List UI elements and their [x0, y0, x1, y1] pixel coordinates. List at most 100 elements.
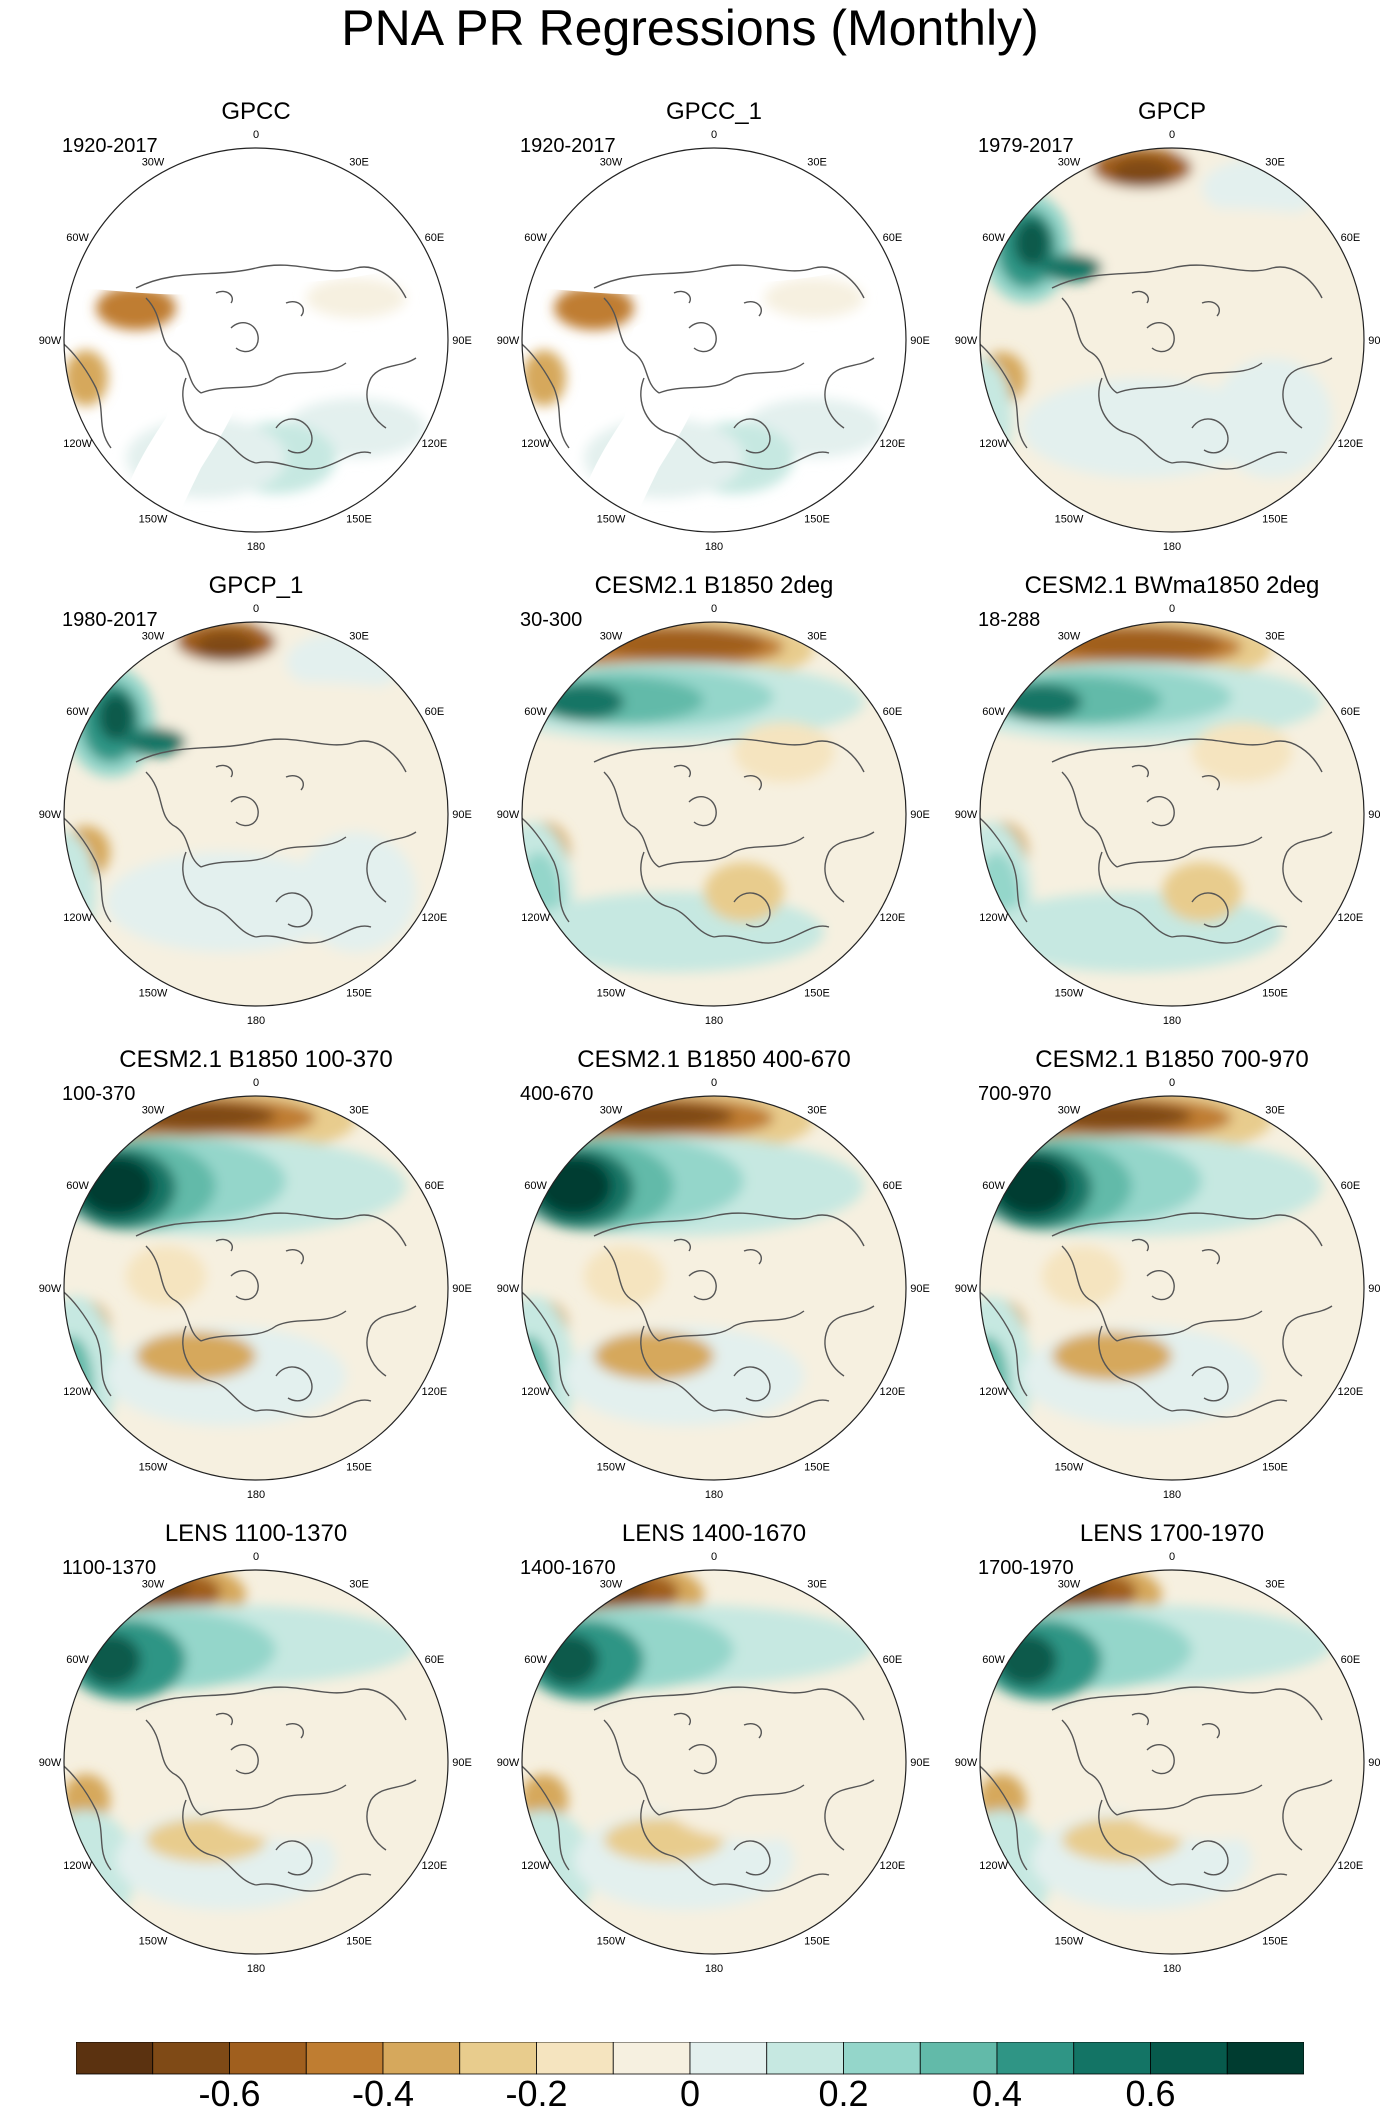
coastline [688, 1270, 717, 1301]
panel-title: CESM2.1 B1850 700-970 [1035, 1046, 1309, 1073]
coastline [658, 362, 805, 394]
longitude-label: 150W [597, 1935, 626, 1947]
longitude-label: 30E [349, 1579, 369, 1591]
coastline [182, 1325, 257, 1412]
coastline [182, 851, 257, 938]
polar-map: 180 150E 120E 90E 60E 30E 0 30W 60W 90W 120W 150W [39, 129, 472, 553]
coastline [733, 892, 771, 928]
longitude-label: 60E [1341, 1180, 1361, 1192]
longitude-label: 150W [1055, 987, 1084, 999]
longitude-label: 90W [955, 809, 978, 821]
longitude-label: 0 [1169, 603, 1175, 615]
map-panel: CESM2.1 B1850 400-670 180 150E 120E 90E 60E 30… [484, 1046, 944, 1516]
longitude-label: 150E [346, 1461, 372, 1473]
coastline [593, 264, 865, 299]
coastline [215, 1712, 233, 1726]
longitude-label: 0 [711, 129, 717, 141]
longitude-label: 60E [883, 232, 903, 244]
regression-contour [764, 278, 864, 318]
regression-contour [1002, 684, 1082, 720]
regression-contour [994, 1156, 1070, 1216]
coastline [366, 1305, 417, 1377]
coastline [1116, 362, 1263, 394]
coastline [733, 1366, 771, 1402]
coastline [980, 337, 1028, 449]
colorbar-swatch [229, 2042, 307, 2075]
longitude-label: 90W [39, 1283, 62, 1295]
coastline [593, 738, 865, 773]
panel-period: 400-670 [520, 1083, 594, 1105]
longitude-label: 150W [1055, 1935, 1084, 1947]
regression-contour [997, 1634, 1057, 1686]
longitude-label: 120E [880, 1386, 906, 1398]
longitude-label: 90E [1368, 1283, 1380, 1295]
longitude-label: 120W [521, 438, 550, 450]
map-panel: CESM2.1 BWma1850 2deg 180 150E 120E 90E 60E 30… [942, 572, 1380, 1042]
longitude-label: 180 [1163, 1015, 1181, 1027]
coastline [215, 764, 233, 778]
coastline [980, 1759, 1028, 1871]
panel-title: CESM2.1 B1850 2deg [594, 572, 834, 599]
coastline [1146, 1270, 1175, 1301]
coastline [658, 1784, 805, 1816]
regression-contour [1042, 1246, 1122, 1306]
longitude-label: 60W [66, 1654, 89, 1666]
coastline [1191, 418, 1229, 454]
longitude-label: 90W [497, 335, 520, 347]
coastline [713, 451, 830, 470]
map-boundary [979, 147, 1365, 533]
regression-contour [522, 350, 566, 406]
longitude-label: 60W [982, 706, 1005, 718]
coastline [64, 1285, 112, 1397]
coastline [182, 377, 257, 464]
coastline [1131, 290, 1149, 304]
coastline [658, 836, 805, 868]
longitude-label: 180 [247, 541, 265, 553]
coastline [230, 322, 259, 353]
map-panel: CESM2.1 B1850 700-970 180 150E 120E 90E 60E 30… [942, 1046, 1380, 1516]
regression-contour [106, 852, 346, 952]
longitude-label: 30W [600, 1105, 623, 1117]
longitude-label: 90E [910, 1757, 930, 1769]
longitude-label: 60W [982, 1180, 1005, 1192]
coastline [603, 1719, 660, 1816]
coastline [366, 357, 417, 429]
longitude-label: 120E [422, 912, 448, 924]
coastline [1171, 1399, 1288, 1418]
coastline [640, 1799, 715, 1886]
longitude-label: 150W [139, 513, 168, 525]
regression-contour [96, 286, 176, 330]
coastline [215, 290, 233, 304]
coastline [824, 831, 875, 903]
coastline [145, 771, 202, 868]
colorbar-tick-label: 0.4 [971, 2073, 1023, 2114]
map-panel: LENS 1700-1970 180 150E 120E 90E 60E 30E 0 30W 60… [942, 1520, 1380, 1990]
coastline [673, 1712, 691, 1726]
coastline [1098, 1799, 1173, 1886]
coastline [1191, 892, 1229, 928]
longitude-label: 120W [979, 438, 1008, 450]
coastline [688, 322, 717, 353]
coastline [743, 1723, 762, 1739]
regression-contour [1042, 254, 1102, 282]
longitude-label: 120E [1338, 1860, 1364, 1872]
colorbar-labels: -0.6 -0.4 -0.2 0 0.2 0.4 0.6 [0, 2072, 1380, 2116]
map-boundary [979, 621, 1365, 1007]
longitude-label: 0 [711, 1551, 717, 1563]
regression-contour [64, 1296, 116, 1456]
coastline [673, 290, 691, 304]
coastline [285, 1249, 304, 1265]
panel-title: LENS 1100-1370 [164, 1520, 348, 1547]
longitude-label: 180 [705, 541, 723, 553]
longitude-label: 60E [883, 706, 903, 718]
longitude-label: 90W [955, 1283, 978, 1295]
polar-map: 180 150E 120E 90E 60E 30E 0 30W 60W 90W 120W 150W [955, 129, 1380, 553]
panel-period: 100-370 [62, 1083, 136, 1105]
longitude-label: 30E [349, 1105, 369, 1117]
coastline [1116, 1310, 1263, 1342]
regression-contour [206, 1760, 386, 1840]
longitude-label: 30E [1265, 1579, 1285, 1591]
panel-period: 18-288 [978, 609, 1041, 631]
regression-contour [980, 358, 1012, 478]
coastline [1171, 451, 1288, 470]
